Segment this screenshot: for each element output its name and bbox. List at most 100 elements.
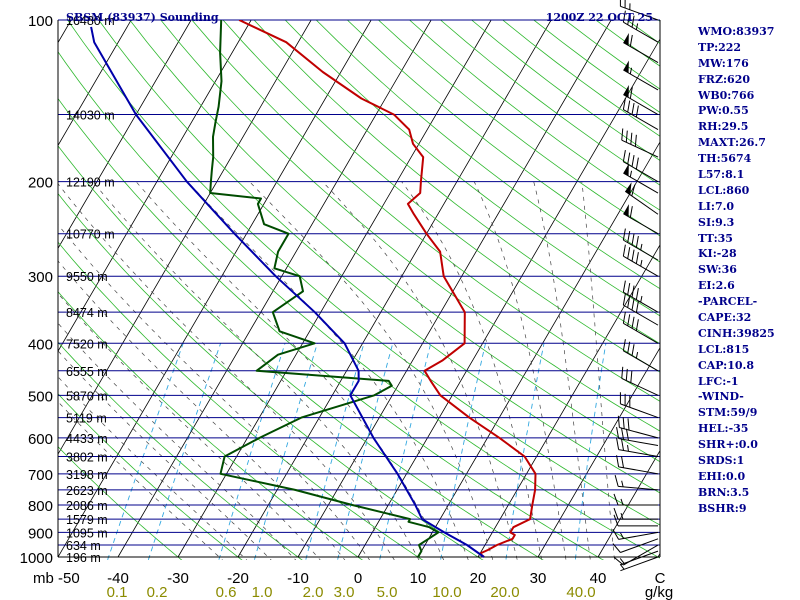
wind-barbs bbox=[612, 0, 659, 572]
index-item: BRN:3.5 bbox=[698, 485, 750, 499]
wind-barb bbox=[622, 150, 659, 183]
wind-barb bbox=[619, 392, 659, 419]
wind-barb bbox=[624, 182, 659, 215]
isotherm-line bbox=[297, 20, 612, 558]
index-item: CAP:10.8 bbox=[698, 358, 755, 372]
moist-adiabat-line bbox=[187, 181, 469, 560]
wind-barb bbox=[613, 507, 658, 520]
dry-adiabat-line bbox=[129, 20, 660, 463]
height-label: 196 m bbox=[66, 551, 101, 565]
wind-barb bbox=[622, 311, 659, 344]
index-item: SI:9.3 bbox=[698, 215, 735, 229]
index-item: STM:59/9 bbox=[698, 406, 758, 420]
index-item: WMO:83937 bbox=[698, 25, 775, 38]
temperature-tick-label: -40 bbox=[107, 570, 129, 587]
height-label: 4433 m bbox=[66, 432, 108, 446]
index-item: RH:29.5 bbox=[698, 120, 749, 134]
index-item: MAXT:26.7 bbox=[698, 136, 766, 150]
pressure-tick-label: 700 bbox=[28, 467, 53, 484]
dry-adiabat-line bbox=[58, 446, 183, 560]
wind-barb bbox=[622, 10, 659, 43]
wind-barb bbox=[616, 455, 659, 475]
mixing-ratio-line bbox=[337, 343, 394, 560]
wind-barb bbox=[617, 415, 659, 439]
wind-barb bbox=[614, 474, 659, 491]
moist-adiabat-line bbox=[249, 181, 494, 560]
temperature-line bbox=[238, 20, 537, 558]
index-item: LCL:815 bbox=[698, 342, 750, 356]
index-item: CAPE:32 bbox=[698, 311, 752, 325]
index-item: LI:7.0 bbox=[698, 199, 735, 213]
wind-barb bbox=[622, 97, 659, 131]
dry-adiabat-line bbox=[58, 97, 605, 560]
isotherm-line bbox=[58, 20, 132, 147]
chart-timestamp: 1200Z 22 OCT 25 bbox=[546, 11, 653, 24]
index-item: EHI:0.0 bbox=[698, 469, 746, 483]
height-label: 6555 m bbox=[66, 365, 108, 379]
height-label: 16480 m bbox=[66, 14, 115, 28]
temperature-tick-label: 30 bbox=[530, 570, 547, 587]
isotherm-line bbox=[117, 20, 432, 558]
dry-adiabat-line bbox=[160, 20, 660, 432]
temperature-tick-label: 10 bbox=[410, 570, 427, 587]
mixing-ratio-label: 0.2 bbox=[147, 584, 168, 600]
index-item: KI:-28 bbox=[698, 247, 737, 261]
mixing-ratio-label: 1.0 bbox=[252, 584, 273, 600]
isotherm-line bbox=[417, 141, 660, 558]
moist-adiabat-line bbox=[322, 181, 518, 560]
wind-barb bbox=[623, 60, 659, 91]
wind-barb bbox=[622, 244, 659, 277]
mixing-ratio-label: 0.6 bbox=[216, 584, 237, 600]
moist-adiabat-line bbox=[92, 181, 420, 560]
wind-barb bbox=[623, 85, 659, 115]
moist-adiabat-line bbox=[58, 260, 346, 560]
height-label: 14030 m bbox=[66, 109, 115, 123]
mixing-ratio-line bbox=[147, 343, 222, 560]
mixing-ratio-line bbox=[107, 343, 184, 560]
dry-adiabat-line bbox=[191, 20, 660, 402]
temperature-tick-label: -10 bbox=[287, 570, 309, 587]
wind-barb bbox=[623, 32, 659, 63]
wind-barb bbox=[619, 550, 659, 566]
height-label: 8474 m bbox=[66, 306, 108, 320]
height-label: 3198 m bbox=[66, 468, 108, 482]
mixing-ratio-line bbox=[253, 343, 318, 560]
mixing-ratio-label: 2.0 bbox=[303, 584, 324, 600]
index-item: -PARCEL- bbox=[698, 295, 758, 309]
pressure-tick-label: 100 bbox=[28, 13, 53, 30]
index-item: FRZ:620 bbox=[698, 72, 751, 86]
mixing-ratio-label: 20.0 bbox=[490, 584, 519, 600]
mixing-ratio-line bbox=[379, 343, 432, 560]
dry-adiabat-line bbox=[58, 192, 484, 560]
moist-adiabat-line bbox=[58, 183, 395, 560]
wind-barb bbox=[619, 0, 659, 21]
dry-adiabat-line bbox=[315, 20, 660, 290]
dry-adiabat-line bbox=[284, 20, 660, 317]
y-axis-unit-label: mb bbox=[33, 570, 54, 587]
index-item: WB0:766 bbox=[698, 88, 755, 102]
height-label: 1095 m bbox=[66, 526, 108, 540]
mixing-ratio-line bbox=[505, 343, 545, 560]
wind-barb bbox=[613, 514, 658, 527]
temperature-tick-label: -20 bbox=[227, 570, 249, 587]
index-item: EI:2.6 bbox=[698, 279, 735, 293]
mixing-ratio-line bbox=[440, 343, 486, 560]
height-label: 7520 m bbox=[66, 337, 108, 351]
isotherm-line bbox=[58, 20, 372, 558]
dry-adiabat-line bbox=[98, 20, 660, 494]
wind-barb bbox=[622, 228, 659, 261]
temperature-tick-label: -30 bbox=[167, 570, 189, 587]
moist-adiabat-line bbox=[58, 350, 272, 560]
index-item: LFC:-1 bbox=[698, 374, 739, 388]
sounding-series bbox=[90, 20, 537, 558]
mixing-ratio-label: 5.0 bbox=[377, 584, 398, 600]
height-label: 12190 m bbox=[66, 176, 115, 190]
height-label: 2086 m bbox=[66, 499, 108, 513]
index-item: BSHR:9 bbox=[698, 501, 747, 515]
wind-barb bbox=[612, 528, 659, 540]
index-item: HEL:-35 bbox=[698, 422, 749, 436]
dry-adiabat-line bbox=[58, 393, 243, 560]
index-item: TH:5674 bbox=[698, 152, 752, 166]
mixing-ratio-line bbox=[218, 343, 286, 560]
